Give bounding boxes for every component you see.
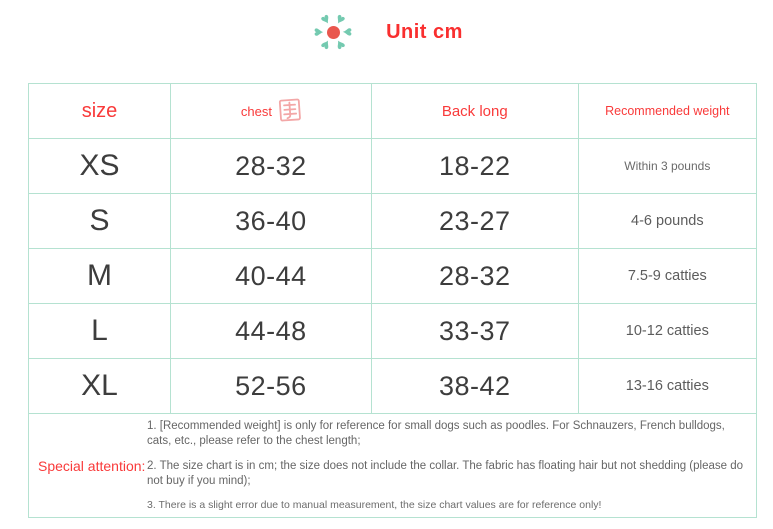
note-item: 1. [Recommended weight] is only for refe… bbox=[147, 419, 725, 447]
flower-icon: ♥ ♥ ♥ ♥ ♥ ♥ bbox=[310, 9, 356, 55]
back-long-cell: 18-22 bbox=[370, 138, 579, 194]
size-cell: M bbox=[28, 248, 171, 304]
back-long-cell: 28-32 bbox=[370, 248, 579, 304]
table-row: M 40-44 28-32 7.5-9 catties bbox=[28, 248, 758, 304]
weight-cell: Within 3 pounds bbox=[577, 138, 758, 194]
column-header-recommended-weight: Recommended weight bbox=[577, 83, 758, 139]
chest-cell: 28-32 bbox=[169, 138, 372, 194]
column-header-size: size bbox=[28, 83, 171, 139]
table-row: XS 28-32 18-22 Within 3 pounds bbox=[28, 138, 758, 194]
back-long-cell: 33-37 bbox=[370, 303, 579, 359]
weight-cell: 4-6 pounds bbox=[577, 193, 758, 249]
table-header: size chest bbox=[28, 83, 758, 139]
size-chart-table: size chest bbox=[28, 83, 758, 518]
back-long-cell: 38-42 bbox=[370, 358, 579, 414]
chest-cell: 52-56 bbox=[169, 358, 372, 414]
size-cell: S bbox=[28, 193, 171, 249]
weight-text: 4-6 pounds bbox=[631, 213, 704, 229]
table-row: XL 52-56 38-42 13-16 catties bbox=[28, 358, 758, 414]
table-footer: Special attention: 1. [Recommended weigh… bbox=[28, 413, 757, 518]
chest-header-label: chest bbox=[240, 103, 272, 119]
column-header-chest: chest bbox=[169, 83, 372, 139]
note-item: 3. There is a slight error due to manual… bbox=[147, 498, 602, 511]
weight-text: 7.5-9 catties bbox=[627, 268, 707, 284]
table-row: S 36-40 23-27 4-6 pounds bbox=[28, 193, 758, 249]
table-row: L 44-48 33-37 10-12 catties bbox=[28, 303, 758, 359]
flower-center-dot bbox=[326, 25, 340, 39]
weight-cell: 13-16 catties bbox=[577, 358, 758, 414]
weight-cell: 10-12 catties bbox=[577, 303, 758, 359]
special-attention-row: Special attention: 1. [Recommended weigh… bbox=[28, 413, 757, 518]
unit-label: Unit cm bbox=[386, 20, 463, 43]
size-cell: XL bbox=[28, 358, 171, 414]
chest-cell: 44-48 bbox=[169, 303, 372, 359]
size-cell: XS bbox=[28, 138, 171, 194]
weight-text: 10-12 catties bbox=[625, 323, 709, 339]
weight-text: Within 3 pounds bbox=[624, 159, 711, 173]
table-body: XS 28-32 18-22 Within 3 pounds S 36-40 2… bbox=[28, 138, 758, 414]
header-row: size chest bbox=[28, 83, 758, 139]
chest-cell: 40-44 bbox=[169, 248, 372, 304]
back-long-cell: 23-27 bbox=[370, 193, 579, 249]
special-attention-label: Special attention: bbox=[38, 457, 146, 474]
note-item: 2. The size chart is in cm; the size doe… bbox=[147, 459, 744, 487]
column-header-back-long: Back long bbox=[370, 83, 579, 139]
weight-cell: 7.5-9 catties bbox=[577, 248, 758, 304]
size-cell: L bbox=[28, 303, 171, 359]
chest-cell: 36-40 bbox=[169, 193, 372, 249]
girth-stamp-icon bbox=[278, 97, 302, 125]
notes-list: 1. [Recommended weight] is only for refe… bbox=[147, 419, 756, 512]
weight-text: 13-16 catties bbox=[625, 378, 709, 394]
page-header: ♥ ♥ ♥ ♥ ♥ ♥ Unit cm bbox=[0, 6, 773, 58]
